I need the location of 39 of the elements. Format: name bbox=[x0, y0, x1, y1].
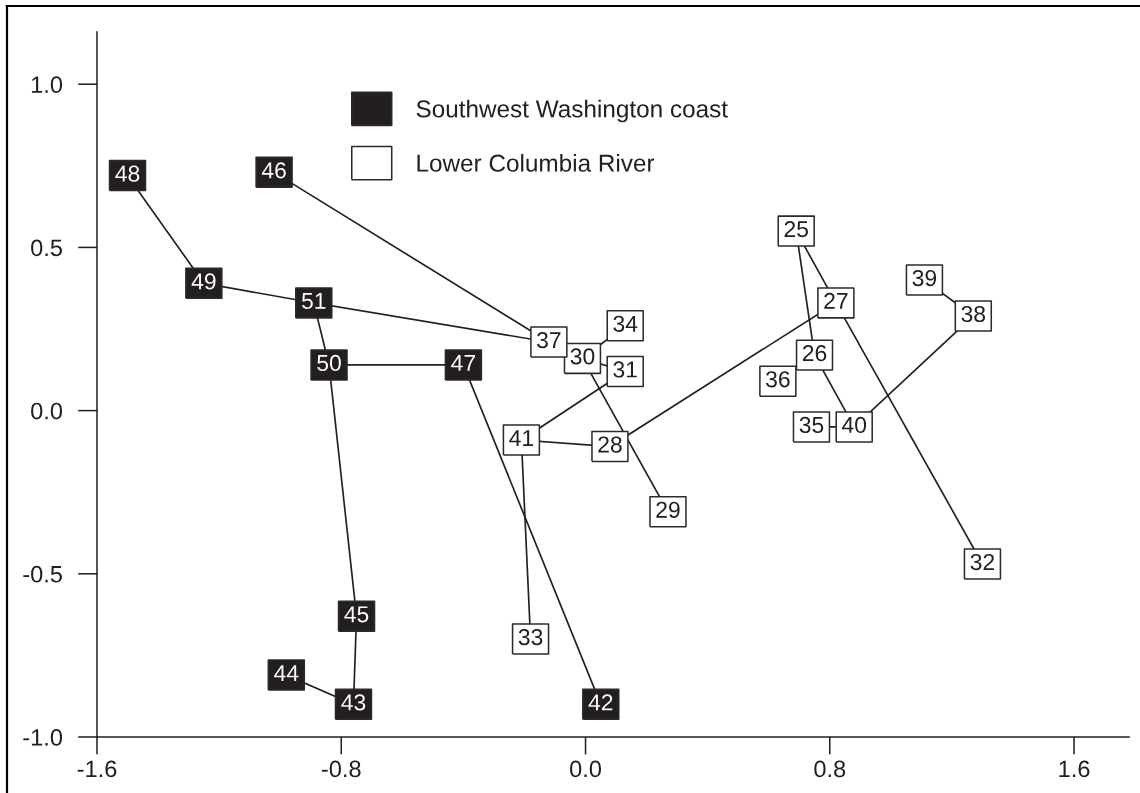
annotation: 46 bbox=[261, 162, 286, 179]
annotation: 33 bbox=[518, 629, 543, 646]
x-tick-label: 1.6 bbox=[1059, 760, 1090, 778]
annotation: 47 bbox=[451, 355, 475, 371]
annotation: 28 bbox=[598, 436, 622, 453]
annotation: 29 bbox=[656, 501, 680, 518]
annotation: 31 bbox=[613, 361, 637, 378]
x-tick-label: -1.6 bbox=[77, 760, 117, 778]
legend-label: Southwest Washington coast bbox=[416, 99, 728, 123]
annotation: 48 bbox=[115, 165, 140, 182]
annotation: 49 bbox=[191, 273, 216, 290]
annotation: 35 bbox=[799, 416, 824, 434]
annotation: 50 bbox=[317, 354, 341, 372]
annotation: 45 bbox=[344, 606, 369, 623]
annotation: 42 bbox=[588, 694, 613, 711]
x-tick-label: -0.8 bbox=[321, 760, 361, 778]
x-tick-label: 0.0 bbox=[570, 760, 602, 778]
annotation: 30 bbox=[570, 348, 595, 365]
y-tick-label: 0.5 bbox=[31, 239, 62, 257]
x-tick-label: 0.8 bbox=[814, 760, 846, 778]
y-tick-label: 1.0 bbox=[31, 76, 63, 94]
annotation: 26 bbox=[802, 345, 827, 362]
annotation: 51 bbox=[301, 293, 326, 310]
annotation: 39 bbox=[912, 269, 937, 287]
annotation: 25 bbox=[784, 221, 808, 238]
y-tick-label: -1.0 bbox=[23, 729, 63, 746]
annotation: 27 bbox=[824, 292, 848, 309]
annotation: 34 bbox=[613, 315, 638, 332]
annotation: 44 bbox=[274, 665, 299, 681]
annotation: 32 bbox=[970, 553, 995, 571]
annotation: 37 bbox=[537, 331, 561, 349]
annotation: 38 bbox=[961, 305, 986, 323]
annotation: 36 bbox=[766, 371, 790, 388]
legend-label: Lower Columbia River bbox=[417, 153, 655, 172]
annotation: 43 bbox=[341, 694, 366, 711]
annotation: 40 bbox=[841, 416, 867, 434]
y-tick-label: 0.0 bbox=[31, 402, 63, 420]
y-tick-label: -0.5 bbox=[23, 565, 62, 583]
annotation: 41 bbox=[509, 430, 534, 446]
